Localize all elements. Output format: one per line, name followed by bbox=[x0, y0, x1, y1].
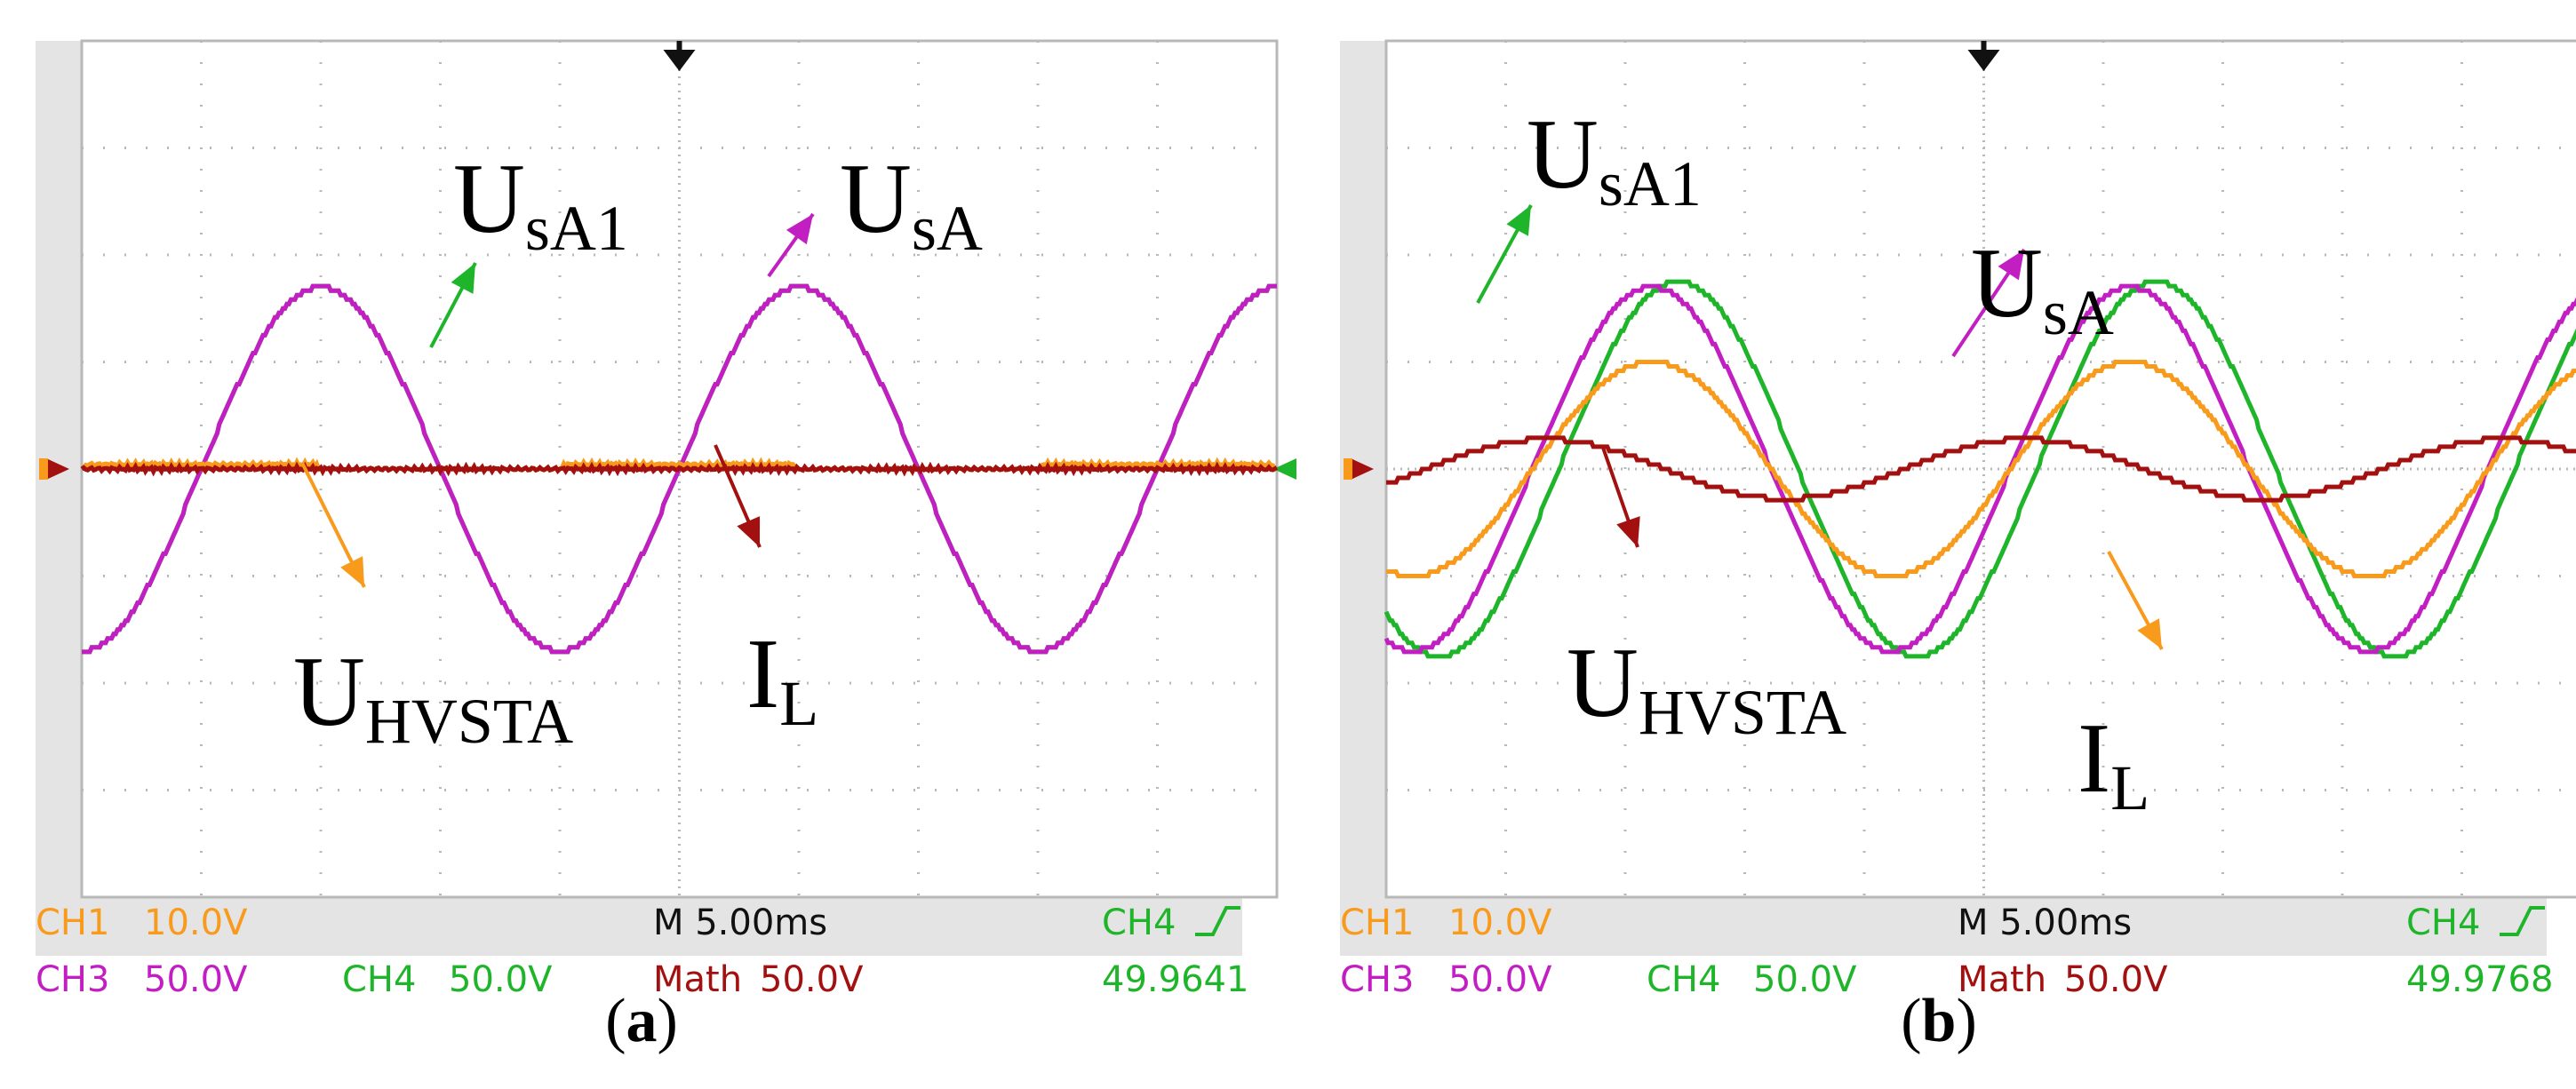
annotation-label: IL bbox=[2078, 703, 2149, 823]
annotation-u-sa1: UsA1 bbox=[429, 144, 628, 348]
readout-ch1-name: CH1 bbox=[36, 902, 109, 943]
scope-readouts: CH1 10.0V M 5.00ms CH4 CH3 50.0V CH4 50.0V Math 5… bbox=[1340, 902, 2553, 1000]
readout-math-name: Math bbox=[653, 959, 742, 1000]
annotation-arrowhead-icon bbox=[737, 516, 761, 547]
scope-traces bbox=[1384, 279, 2576, 659]
trace-ch4 bbox=[1384, 279, 2576, 659]
annotation-sub: L bbox=[779, 668, 818, 739]
annotation-main: U bbox=[840, 144, 912, 254]
trace-ch3 bbox=[1384, 283, 2576, 655]
readout-ch4-name: CH4 bbox=[342, 959, 416, 1000]
annotation-sub: sA1 bbox=[525, 193, 628, 264]
annotation-arrowhead-icon bbox=[1616, 516, 1640, 547]
annotation-main: U bbox=[293, 637, 365, 747]
readout-ch1-name: CH1 bbox=[1340, 902, 1414, 943]
ground-marker-icon bbox=[46, 458, 69, 480]
panel-b-caption: (b) bbox=[1901, 987, 1977, 1055]
readout-frequency: 49.9641 bbox=[1102, 959, 1248, 1000]
annotation-arrowhead-icon bbox=[1506, 205, 1531, 236]
rising-edge-icon bbox=[1195, 906, 1240, 936]
readout-ch4-scale: 50.0V bbox=[1753, 959, 1857, 1000]
trace-math bbox=[1386, 435, 2576, 503]
annotation-u-sa1: UsA1 bbox=[1476, 99, 1702, 304]
annotation-u-sa: UsA bbox=[767, 144, 983, 278]
readout-ch3-name: CH3 bbox=[36, 959, 109, 1000]
readout-ch3-scale: 50.0V bbox=[1448, 959, 1552, 1000]
annotation-u-hvsta: UHVSTA bbox=[293, 462, 573, 757]
trace-ch1 bbox=[1386, 360, 2576, 578]
readout-ch3-scale: 50.0V bbox=[144, 959, 248, 1000]
ground-marker-ch1 bbox=[1344, 458, 1352, 480]
annotation-arrowhead-icon bbox=[340, 556, 364, 587]
panel-a-letter: a bbox=[626, 987, 658, 1055]
annotation-arrowhead-icon bbox=[786, 214, 813, 245]
annotation-main: I bbox=[2078, 703, 2110, 814]
readout-math-name: Math bbox=[1958, 959, 2046, 1000]
readout-frequency: 49.9768 bbox=[2406, 959, 2553, 1000]
annotation-sub: HVSTA bbox=[1639, 677, 1846, 748]
annotation-label: UsA1 bbox=[453, 144, 628, 264]
annotation-arrowhead-icon bbox=[2137, 618, 2162, 649]
annotation-label: IL bbox=[746, 619, 818, 739]
readout-trigger: CH4 bbox=[2406, 902, 2480, 943]
annotation-label: UsA bbox=[840, 144, 983, 264]
rising-edge-icon bbox=[2500, 906, 2545, 936]
annotation-arrowhead-icon bbox=[1998, 250, 2024, 281]
annotation-sub: sA bbox=[912, 193, 983, 264]
readout-trigger: CH4 bbox=[1102, 902, 1176, 943]
ground-marker-ch1 bbox=[39, 458, 48, 480]
annotation-main: I bbox=[746, 619, 779, 729]
readout-ch4-name: CH4 bbox=[1647, 959, 1720, 1000]
ground-marker-icon bbox=[1351, 458, 1374, 480]
annotation-main: U bbox=[1567, 628, 1639, 738]
annotation-label: UHVSTA bbox=[293, 637, 573, 757]
annotation-sub: HVSTA bbox=[365, 686, 573, 757]
annotation-i-l: IL bbox=[2078, 551, 2164, 823]
readout-ch4-scale: 50.0V bbox=[449, 959, 553, 1000]
trace-math bbox=[80, 461, 1279, 477]
readout-timebase: M 5.00ms bbox=[1958, 902, 2132, 943]
annotation-label: UHVSTA bbox=[1567, 628, 1846, 748]
readout-math-scale: 50.0V bbox=[760, 959, 864, 1000]
readout-math-scale: 50.0V bbox=[2064, 959, 2168, 1000]
annotation-u-sa: UsA bbox=[1951, 228, 2114, 358]
trigger-marker-icon bbox=[1967, 41, 2000, 71]
annotation-main: U bbox=[453, 144, 525, 254]
trigger-marker-icon bbox=[663, 41, 696, 71]
scope-traces bbox=[80, 283, 1279, 655]
readout-ch1-scale: 10.0V bbox=[1448, 902, 1552, 943]
scope-readouts: CH1 10.0V M 5.00ms CH4 CH3 50.0V CH4 50.0V Math 5… bbox=[36, 902, 1248, 1000]
panel-b-letter: b bbox=[1921, 987, 1957, 1055]
annotation-u-hvsta: UHVSTA bbox=[1567, 444, 1846, 748]
panel-a-caption: (a) bbox=[605, 987, 678, 1055]
readout-ch1-scale: 10.0V bbox=[144, 902, 248, 943]
annotation-label: UsA bbox=[1971, 228, 2114, 348]
annotation-sub: sA1 bbox=[1599, 148, 1702, 219]
annotation-i-l: IL bbox=[714, 444, 818, 739]
trigger-level-icon bbox=[1273, 458, 1296, 480]
trace-ch1 bbox=[80, 457, 1279, 477]
annotation-sub: sA bbox=[2043, 277, 2114, 348]
annotation-label: UsA1 bbox=[1527, 99, 1702, 219]
readout-ch3-name: CH3 bbox=[1340, 959, 1414, 1000]
annotation-arrowhead-icon bbox=[451, 263, 475, 294]
annotation-main: U bbox=[1527, 99, 1599, 210]
readout-timebase: M 5.00ms bbox=[653, 902, 827, 943]
annotation-sub: L bbox=[2110, 752, 2149, 823]
annotation-main: U bbox=[1971, 228, 2043, 338]
